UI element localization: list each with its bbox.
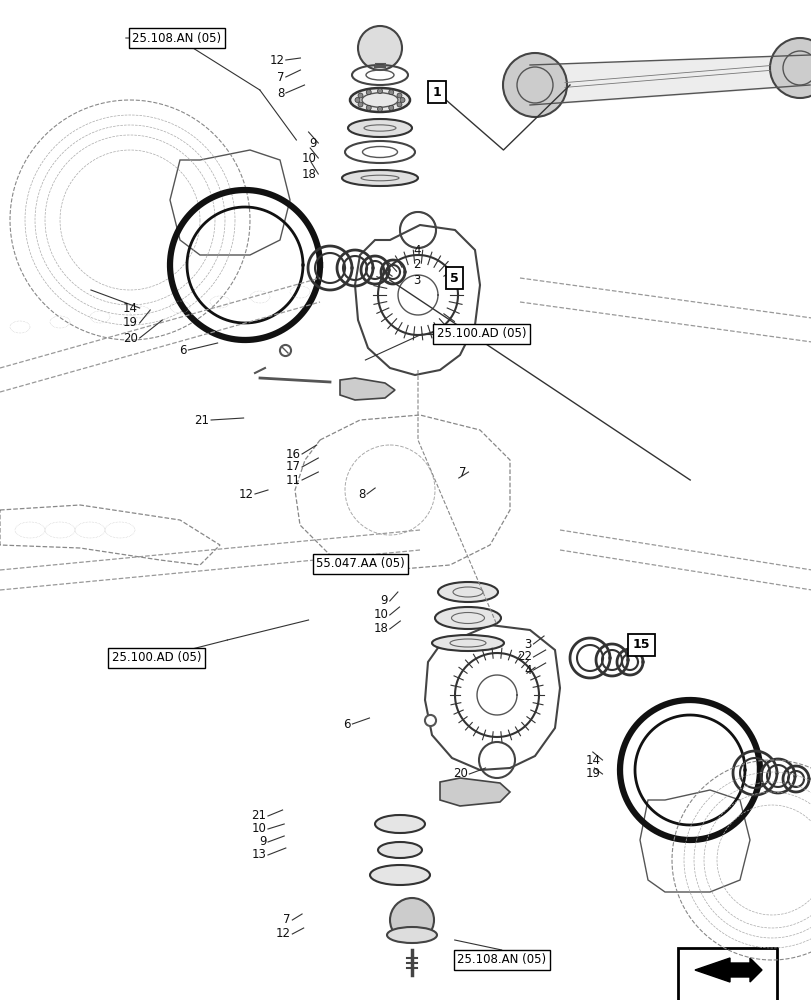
- Circle shape: [769, 38, 811, 98]
- Text: 8: 8: [358, 488, 365, 500]
- Text: 9: 9: [259, 835, 266, 848]
- Text: 7: 7: [459, 466, 466, 479]
- Text: 21: 21: [251, 809, 266, 822]
- Text: 13: 13: [251, 848, 266, 861]
- Text: 6: 6: [179, 344, 187, 357]
- Text: 20: 20: [453, 767, 467, 780]
- Polygon shape: [694, 958, 761, 982]
- Text: 25.108.AN (05): 25.108.AN (05): [132, 32, 221, 45]
- Text: 1: 1: [432, 86, 440, 99]
- Text: 25.100.AD (05): 25.100.AD (05): [112, 652, 201, 664]
- Circle shape: [366, 90, 371, 95]
- Text: 7: 7: [277, 71, 284, 84]
- Ellipse shape: [350, 88, 410, 112]
- Ellipse shape: [370, 865, 430, 885]
- Circle shape: [358, 26, 401, 70]
- Circle shape: [397, 93, 401, 98]
- Circle shape: [377, 89, 382, 94]
- Text: 10: 10: [302, 152, 316, 165]
- Circle shape: [400, 98, 405, 103]
- Text: 15: 15: [632, 639, 650, 652]
- Text: 14: 14: [123, 302, 138, 314]
- Text: 14: 14: [586, 754, 600, 766]
- Polygon shape: [440, 778, 509, 806]
- Ellipse shape: [431, 635, 504, 651]
- Text: 12: 12: [276, 927, 290, 940]
- Circle shape: [358, 102, 363, 107]
- Circle shape: [358, 93, 363, 98]
- Text: 7: 7: [283, 913, 290, 926]
- Circle shape: [389, 898, 433, 942]
- Ellipse shape: [341, 170, 418, 186]
- Ellipse shape: [348, 119, 411, 137]
- Text: 21: 21: [195, 414, 209, 426]
- Circle shape: [354, 98, 359, 103]
- Text: 4: 4: [413, 243, 420, 256]
- Text: 12: 12: [238, 488, 253, 500]
- Circle shape: [388, 105, 393, 110]
- Circle shape: [502, 53, 566, 117]
- Text: 22: 22: [517, 650, 531, 664]
- Text: 6: 6: [343, 718, 350, 730]
- Ellipse shape: [375, 815, 424, 833]
- Text: 17: 17: [285, 460, 300, 474]
- Circle shape: [388, 90, 393, 95]
- Text: 4: 4: [524, 664, 531, 676]
- Text: 55.047.AA (05): 55.047.AA (05): [315, 558, 405, 570]
- Circle shape: [366, 105, 371, 110]
- Text: 9: 9: [309, 137, 316, 150]
- Text: 10: 10: [251, 822, 266, 835]
- Text: 11: 11: [285, 474, 300, 487]
- Text: 18: 18: [373, 622, 388, 636]
- Ellipse shape: [387, 927, 436, 943]
- Circle shape: [397, 102, 401, 107]
- Text: 16: 16: [285, 448, 300, 460]
- Text: 8: 8: [277, 87, 284, 100]
- Text: 5: 5: [450, 271, 458, 284]
- Text: 18: 18: [302, 168, 316, 181]
- Text: 10: 10: [373, 608, 388, 621]
- Ellipse shape: [378, 842, 422, 858]
- Polygon shape: [340, 378, 394, 400]
- Text: 2: 2: [413, 258, 420, 271]
- Ellipse shape: [437, 582, 497, 602]
- Text: 3: 3: [524, 638, 531, 650]
- Circle shape: [377, 107, 382, 112]
- Text: 25.108.AN (05): 25.108.AN (05): [457, 953, 546, 966]
- Ellipse shape: [435, 607, 500, 629]
- Text: 3: 3: [413, 273, 420, 286]
- Text: 25.100.AD (05): 25.100.AD (05): [436, 328, 526, 340]
- Text: 19: 19: [123, 316, 138, 330]
- Text: 12: 12: [269, 54, 284, 67]
- Text: 9: 9: [380, 594, 388, 607]
- Text: 19: 19: [586, 767, 600, 780]
- FancyBboxPatch shape: [677, 948, 776, 1000]
- Text: 20: 20: [123, 332, 138, 344]
